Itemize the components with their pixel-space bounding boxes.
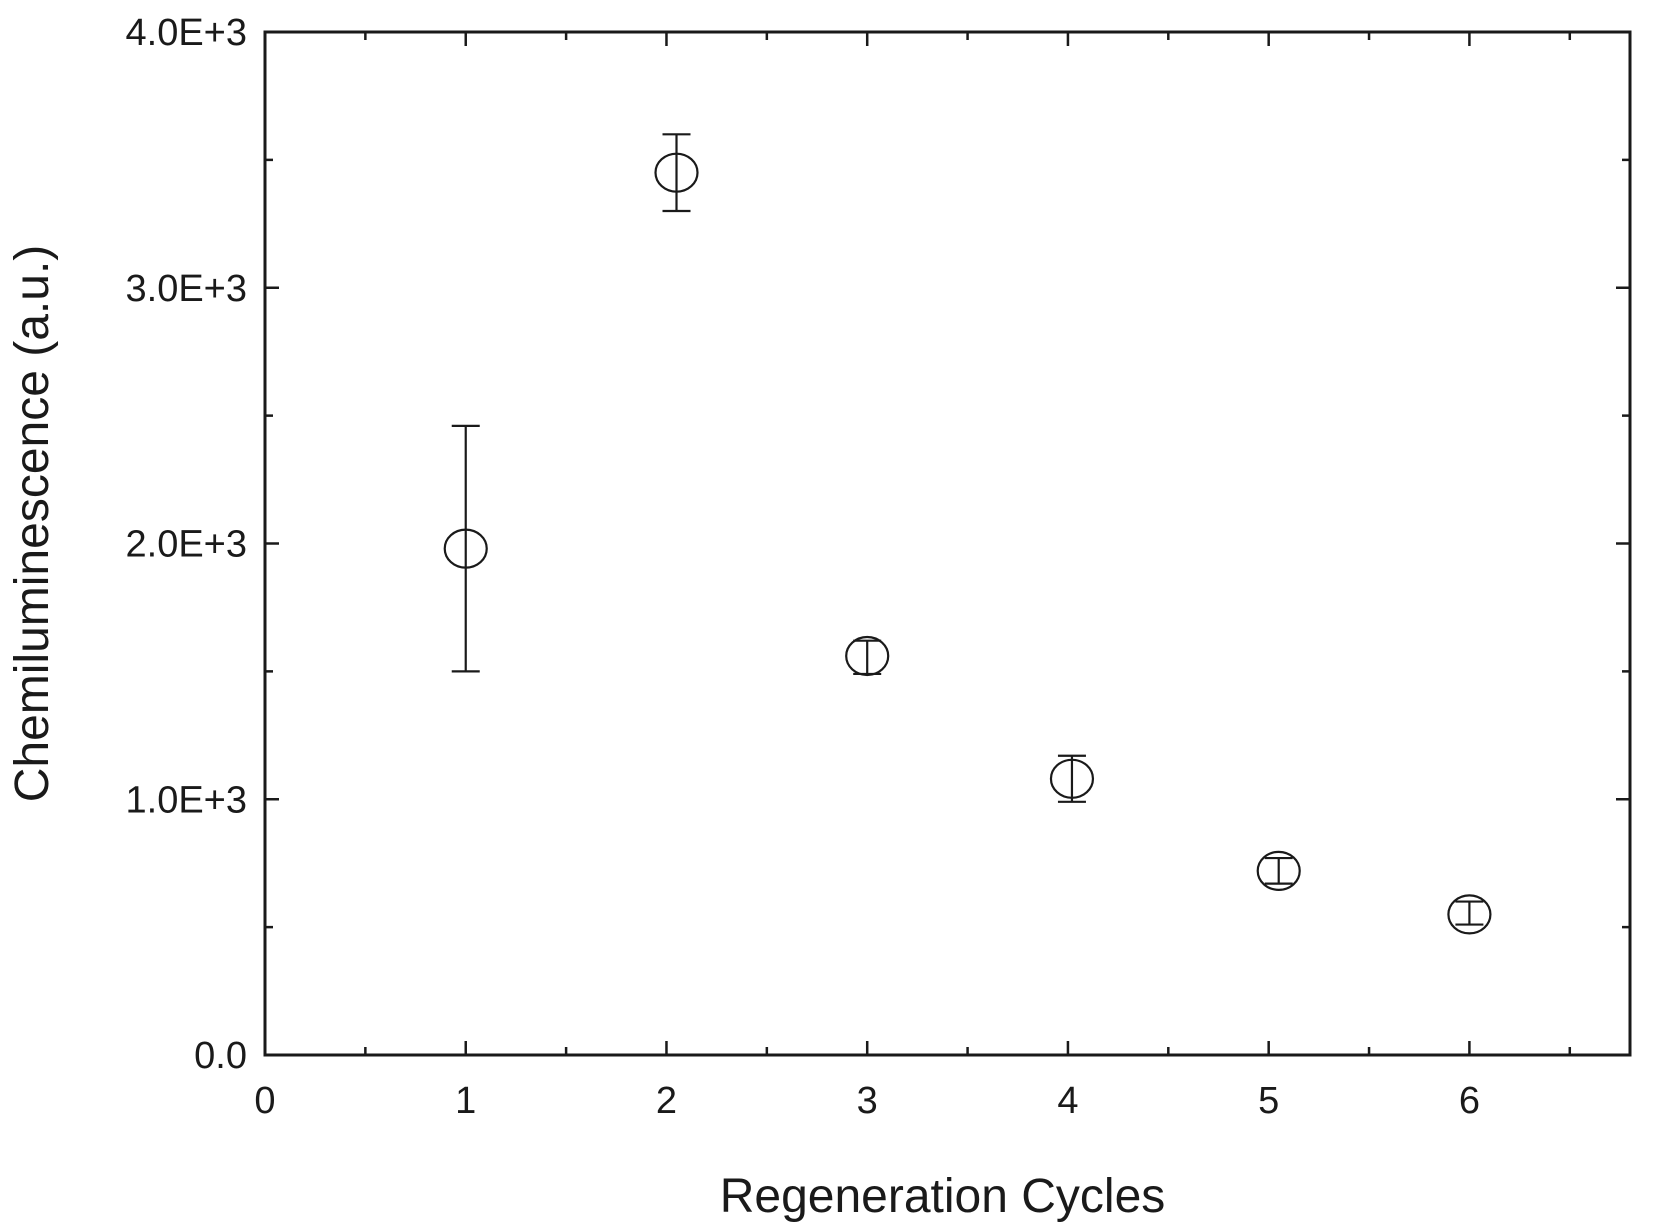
circle-marker xyxy=(654,152,699,193)
x-tick-labels: 0 1 2 3 4 5 6 xyxy=(254,1080,1480,1122)
y-tick-labels: 0.0 1.0E+3 2.0E+3 3.0E+3 4.0E+3 xyxy=(126,12,248,1077)
x-tick-label: 1 xyxy=(455,1080,476,1122)
y-axis-title: Chemiluminescence (a.u.) xyxy=(6,245,59,803)
data-point xyxy=(1049,754,1095,803)
x-tick-label: 3 xyxy=(857,1080,878,1122)
x-tick-label: 0 xyxy=(254,1080,275,1122)
circle-marker xyxy=(1049,758,1095,799)
circle-marker xyxy=(845,635,890,677)
x-tick-label: 6 xyxy=(1459,1080,1480,1122)
y-tick-label: 4.0E+3 xyxy=(126,12,248,54)
y-tick-label: 2.0E+3 xyxy=(126,524,248,566)
y-tick-label: 3.0E+3 xyxy=(126,268,248,310)
data-point xyxy=(845,635,890,677)
data-point xyxy=(443,424,488,673)
data-point xyxy=(654,133,699,213)
x-tick-label: 5 xyxy=(1258,1080,1279,1122)
x-tick-label: 4 xyxy=(1057,1080,1078,1122)
x-axis-title: Regeneration Cycles xyxy=(720,1170,1166,1223)
y-tick-label: 0.0 xyxy=(194,1035,247,1077)
data-points xyxy=(443,133,1492,935)
x-tick-label: 2 xyxy=(656,1080,677,1122)
data-point xyxy=(1256,850,1301,891)
data-point xyxy=(1447,894,1492,935)
circle-marker xyxy=(1447,894,1492,935)
y-tick-label: 1.0E+3 xyxy=(126,779,248,821)
plot-frame xyxy=(263,30,1632,1057)
circle-marker xyxy=(1256,850,1301,891)
axis-ticks xyxy=(263,30,1630,1057)
circle-marker xyxy=(443,528,488,569)
